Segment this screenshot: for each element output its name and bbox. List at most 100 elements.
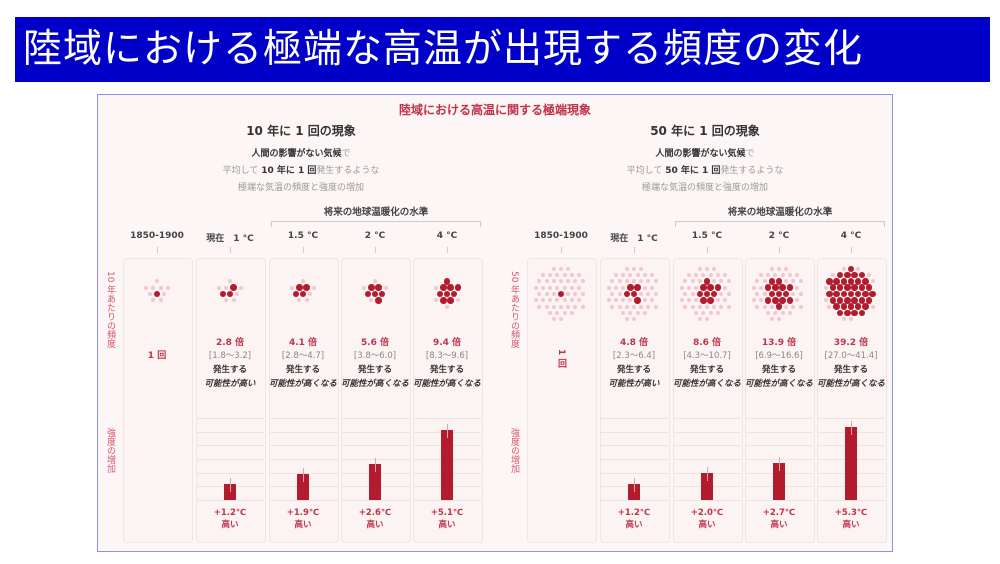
background-dot	[373, 279, 377, 284]
background-dot	[769, 317, 774, 322]
event-dot	[851, 284, 858, 291]
background-dot	[683, 279, 688, 284]
event-dot	[854, 278, 862, 285]
event-dot	[862, 290, 869, 298]
background-dot	[841, 266, 846, 271]
gridline	[196, 445, 264, 447]
background-dot	[639, 292, 644, 296]
likelihood-line-1: 発生する	[616, 365, 651, 375]
background-dot	[701, 273, 706, 278]
background-dot	[624, 304, 629, 309]
background-dot	[687, 285, 691, 290]
background-dot	[548, 273, 553, 278]
likelihood-line-2: 可能性が高い	[204, 379, 256, 389]
background-dot	[823, 285, 828, 290]
background-dot	[537, 304, 542, 309]
event-dot	[840, 278, 848, 285]
background-dot	[755, 292, 760, 296]
intensity-bar	[701, 472, 713, 500]
background-dot	[231, 298, 236, 303]
background-dot	[646, 304, 651, 309]
background-dot	[606, 298, 611, 303]
event-dot	[858, 309, 866, 317]
event-dot	[844, 309, 851, 317]
background-dot	[569, 273, 574, 278]
event-dot	[707, 284, 714, 291]
frequency-multiplier: 9.4 倍	[432, 338, 462, 348]
event-dot	[836, 297, 844, 304]
background-dot	[798, 304, 803, 309]
background-dot	[617, 279, 622, 284]
background-dot	[773, 273, 778, 278]
background-dot	[621, 298, 626, 303]
event-dot	[378, 290, 386, 298]
error-bar	[851, 421, 852, 436]
background-dot	[719, 304, 724, 309]
event-dot	[627, 284, 634, 291]
event-dot	[851, 271, 858, 279]
event-dot	[836, 284, 844, 291]
background-dot	[639, 266, 644, 271]
background-dot	[573, 279, 578, 284]
event-dot	[829, 284, 837, 291]
background-dot	[610, 304, 615, 309]
gridline	[196, 417, 264, 419]
background-dot	[795, 285, 799, 290]
background-dot	[755, 279, 760, 284]
event-dot	[768, 278, 776, 285]
event-dot	[440, 284, 447, 291]
event-dot	[833, 290, 840, 298]
background-dot	[841, 317, 846, 322]
background-dot	[580, 279, 585, 284]
background-dot	[766, 310, 771, 315]
background-dot	[533, 285, 538, 290]
background-dot	[580, 304, 585, 309]
background-dot	[653, 292, 658, 296]
column-tick	[230, 247, 231, 253]
background-dot	[791, 304, 796, 309]
background-dot	[795, 273, 799, 278]
background-dot	[639, 279, 644, 284]
event-dot	[833, 303, 840, 310]
background-dot	[769, 304, 774, 309]
background-dot	[544, 279, 549, 284]
event-dot	[854, 303, 862, 310]
event-dot	[772, 284, 779, 291]
error-bar	[447, 424, 448, 439]
sub-rest: で	[341, 149, 351, 159]
background-dot	[723, 273, 727, 278]
event-dot	[764, 297, 772, 304]
background-dot	[777, 266, 781, 271]
background-dot	[541, 285, 545, 290]
background-dot	[621, 285, 626, 290]
error-bar	[230, 477, 231, 492]
background-dot	[362, 285, 367, 290]
sub-line-1: 人間の影響がない気候で	[502, 146, 908, 159]
frequency-axis-label: 10 年あたりの頻度	[105, 271, 115, 349]
background-dot	[697, 304, 702, 309]
background-dot	[158, 285, 163, 290]
background-dot	[624, 279, 629, 284]
event-dot	[364, 290, 372, 298]
event-dot	[826, 278, 833, 285]
likelihood-line-1: 発生する	[357, 365, 392, 375]
background-dot	[777, 317, 781, 322]
background-dot	[621, 310, 626, 315]
likelihood-line-2: 可能性が高くなる	[412, 379, 481, 389]
intensity-label: +5.1℃ 高い	[413, 507, 481, 531]
background-dot	[791, 292, 796, 296]
background-dot	[759, 298, 763, 303]
background-dot	[455, 298, 460, 303]
background-dot	[614, 273, 618, 278]
gridline	[196, 472, 264, 474]
likelihood-text: 発生する 可能性が高くなる	[742, 363, 816, 391]
background-dot	[780, 273, 785, 278]
background-dot	[628, 310, 633, 315]
background-dot	[155, 279, 159, 284]
event-dot	[714, 284, 722, 291]
likelihood-text: 発生する 可能性が高くなる	[338, 363, 412, 391]
background-dot	[687, 273, 691, 278]
event-dot	[153, 290, 161, 298]
background-dot	[856, 266, 861, 271]
background-dot	[544, 304, 549, 309]
